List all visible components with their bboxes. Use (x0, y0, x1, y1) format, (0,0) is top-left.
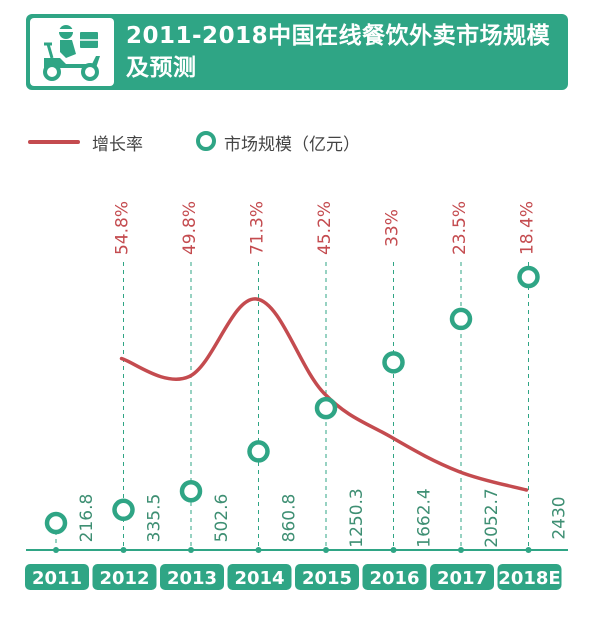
size-data-label: 2430 (550, 496, 570, 539)
growth-data-label: 45.2% (315, 201, 335, 255)
size-marker (112, 498, 135, 522)
size-data-label: 1662.4 (415, 488, 435, 547)
size-data-label: 2052.7 (482, 488, 502, 547)
title-banner: 2011-2018中国在线餐饮外卖市场规模及预测 (26, 14, 568, 90)
growth-data-label: 49.8% (180, 201, 200, 255)
year-tick-label: 2015 (302, 568, 352, 589)
size-marker (517, 265, 540, 289)
baseline-dot (390, 547, 397, 553)
baseline-dot (120, 547, 127, 553)
growth-data-label: 71.3% (248, 201, 268, 255)
growth-data-label: 18.4% (518, 201, 538, 255)
baseline-dot (53, 547, 59, 553)
year-tag (25, 564, 89, 590)
year-tick-label: 2012 (99, 568, 149, 589)
year-tick-label: 2016 (369, 568, 419, 589)
baseline-dot (525, 547, 532, 553)
size-legend-label: 市场规模（亿元） (224, 135, 360, 155)
size-legend-swatch (196, 131, 216, 151)
baseline-dot (323, 547, 329, 553)
size-marker (179, 479, 203, 503)
size-marker (314, 396, 338, 420)
growth-data-label: 54.8% (113, 201, 133, 255)
year-tag (227, 564, 292, 590)
delivery-scooter-icon (30, 18, 114, 86)
year-tick-label: 2011 (32, 568, 82, 589)
chart-title: 2011-2018中国在线餐饮外卖市场规模及预测 (126, 23, 551, 81)
size-data-label: 1250.3 (347, 488, 367, 547)
year-tick-label: 2017 (437, 568, 487, 589)
growth-legend-swatch (28, 140, 80, 144)
growth-line (119, 297, 529, 492)
year-tag (497, 564, 562, 590)
year-tag (430, 564, 494, 590)
year-tick-label: 2018E (498, 568, 560, 589)
year-tag (362, 564, 427, 590)
size-marker (247, 440, 270, 463)
year-tick-label: 2013 (167, 568, 217, 589)
baseline-dot (458, 547, 464, 553)
size-marker (382, 351, 405, 374)
year-tag (295, 564, 359, 590)
growth-legend-label: 增长率 (92, 135, 143, 155)
size-marker (44, 511, 68, 535)
baseline-dot (255, 547, 262, 553)
legend: 增长率 市场规模（亿元） (28, 126, 568, 156)
size-data-label: 216.8 (77, 494, 97, 543)
size-data-label: 860.8 (280, 494, 300, 543)
size-data-label: 335.5 (145, 494, 165, 543)
size-data-label: 502.6 (212, 494, 232, 543)
growth-data-label: 23.5% (450, 201, 470, 255)
size-marker (449, 307, 473, 331)
year-tag (92, 564, 157, 590)
year-tag (160, 564, 224, 590)
year-tick-label: 2014 (234, 568, 284, 589)
baseline-dot (188, 547, 194, 553)
growth-data-label: 33% (383, 209, 403, 247)
